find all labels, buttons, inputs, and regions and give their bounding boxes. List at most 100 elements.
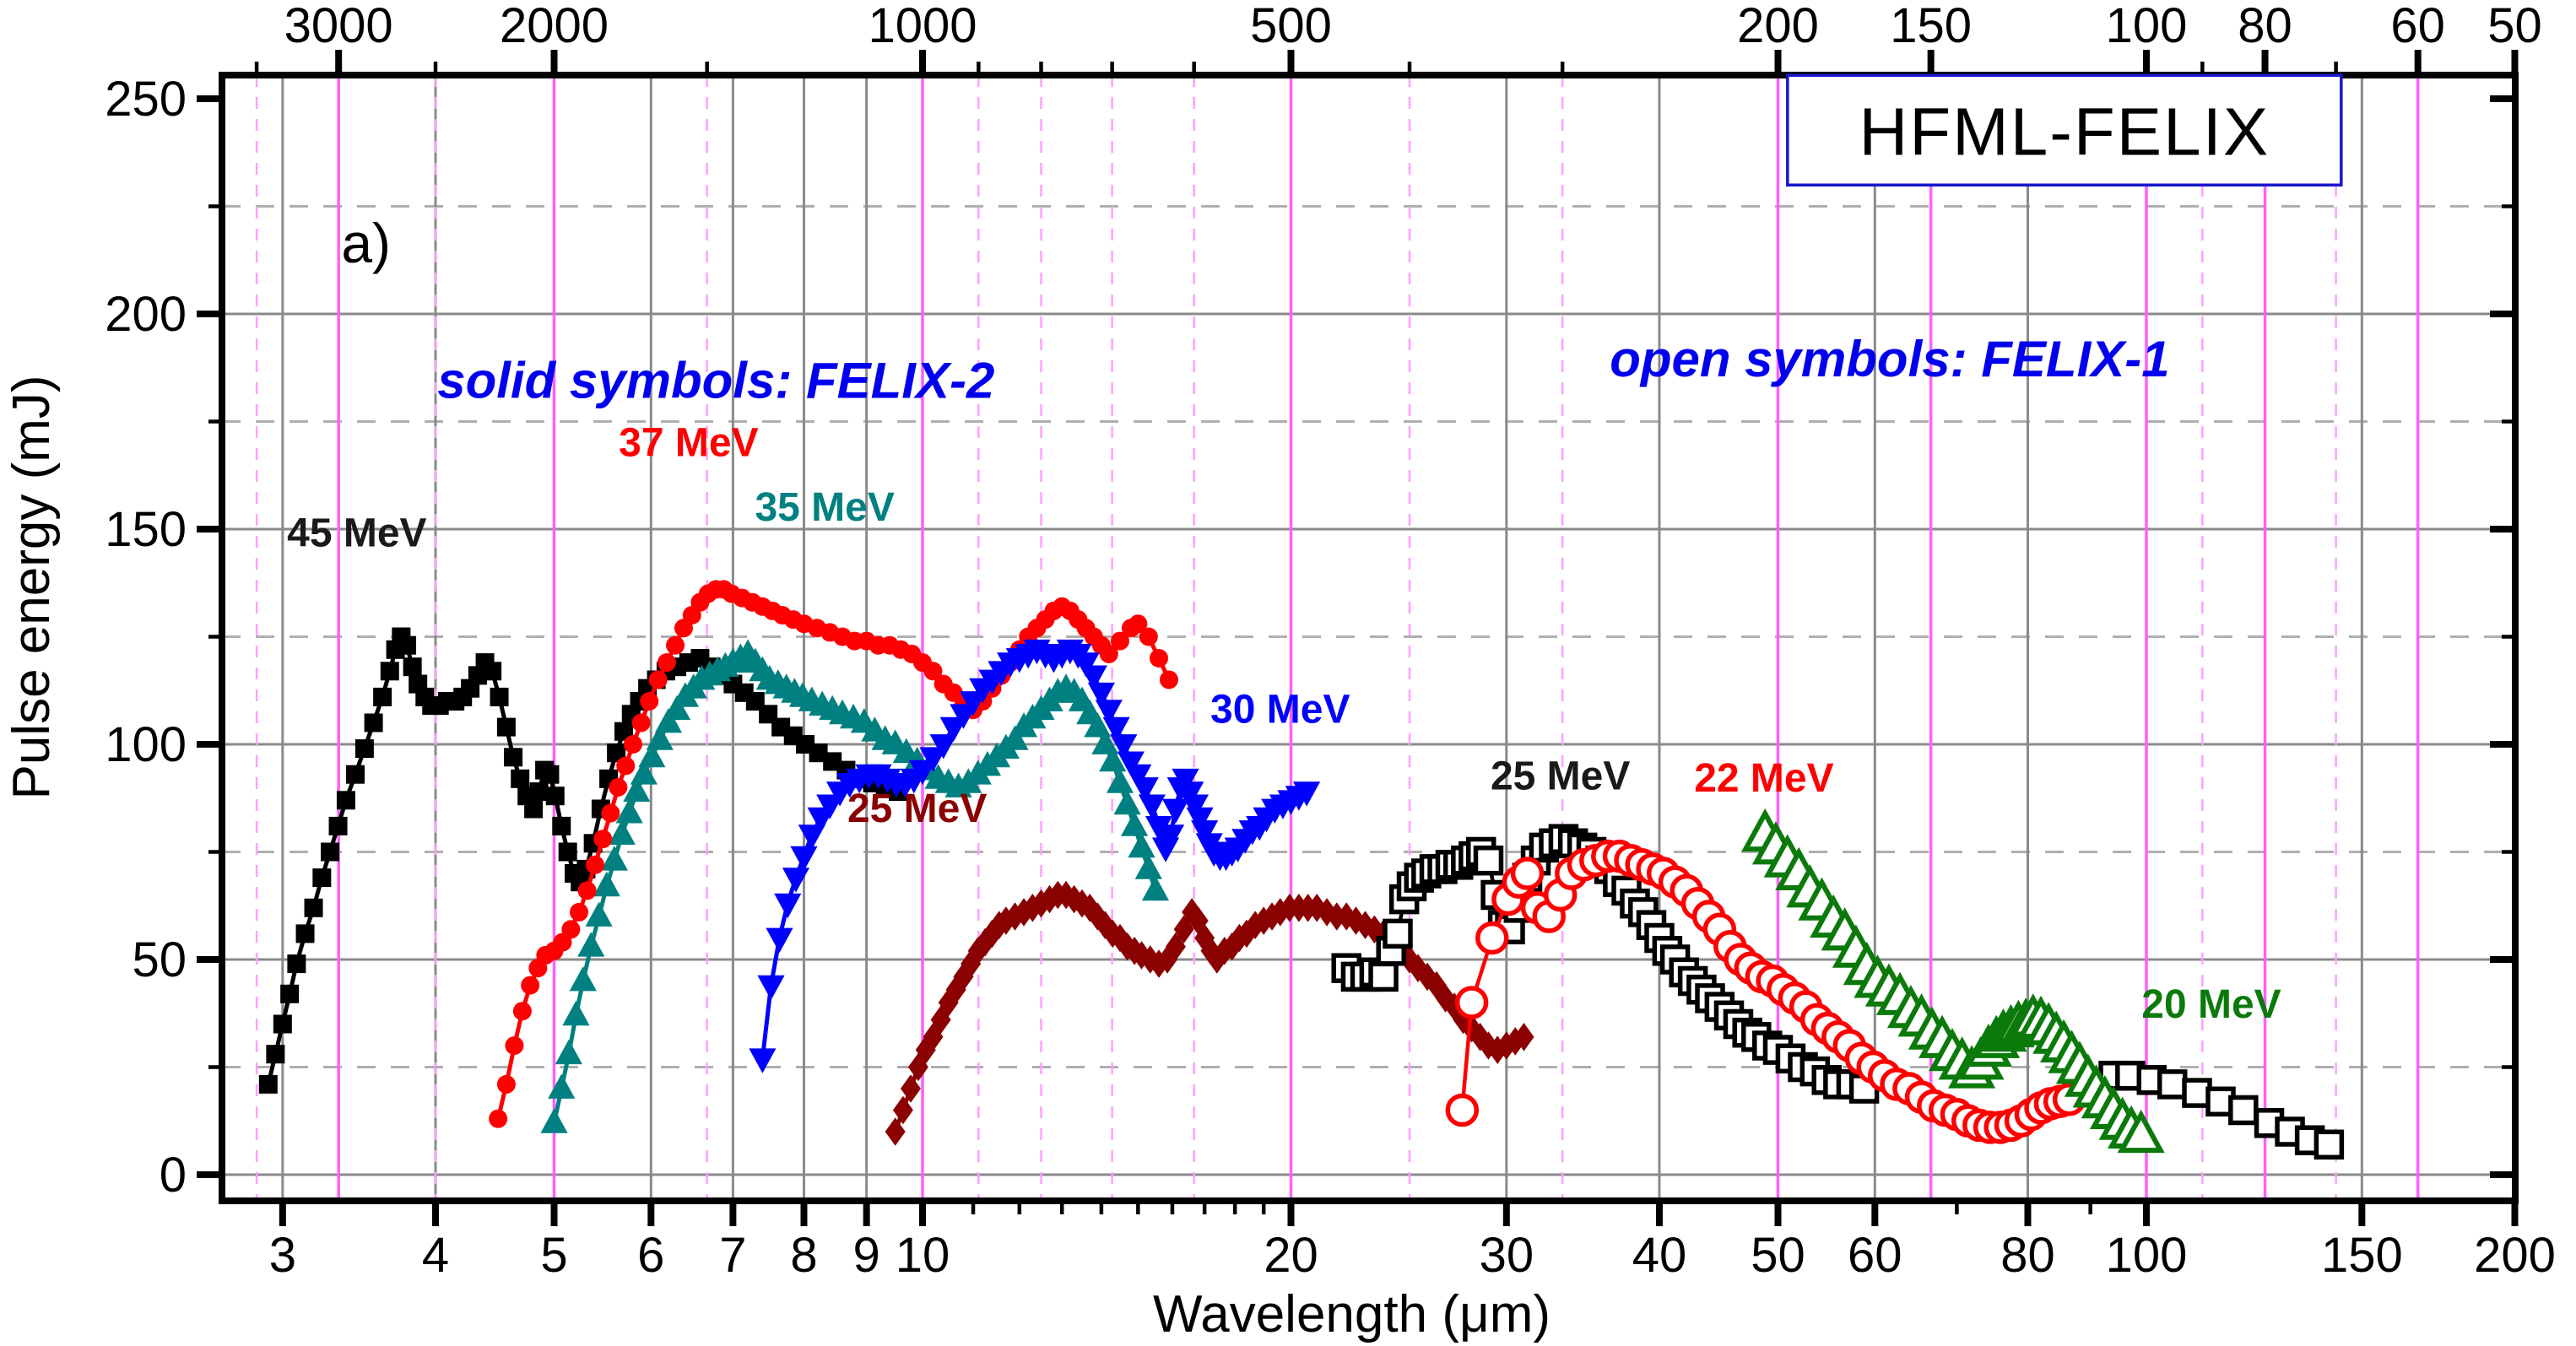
marker-triangle-down-solid bbox=[1293, 781, 1321, 807]
marker-triangle-down-solid bbox=[1095, 700, 1123, 725]
marker-diamond-solid bbox=[1513, 1023, 1534, 1051]
marker-circle-solid bbox=[1160, 670, 1179, 689]
marker-square-solid bbox=[295, 924, 315, 943]
marker-triangle-down-solid bbox=[908, 759, 937, 786]
marker-square-solid bbox=[287, 954, 306, 974]
marker-circle-solid bbox=[657, 653, 676, 673]
legend-note-open-note: open symbols: FELIX-1 bbox=[1610, 331, 2169, 387]
x-tick-label: 20 bbox=[1264, 1228, 1318, 1283]
marker-triangle-up-solid bbox=[1128, 832, 1155, 858]
marker-triangle-up-solid bbox=[1106, 768, 1134, 793]
x-tick-label: 30 bbox=[1480, 1228, 1534, 1283]
marker-square-solid bbox=[312, 868, 332, 888]
x-tick-label: 9 bbox=[853, 1228, 880, 1283]
marker-circle-solid bbox=[1128, 614, 1148, 634]
marker-triangle-up-solid bbox=[569, 966, 597, 992]
top-tick-label: 3000 bbox=[284, 0, 393, 53]
marker-circle-solid bbox=[601, 803, 620, 823]
x-tick-label: 40 bbox=[1632, 1228, 1687, 1283]
marker-circle-solid bbox=[623, 735, 642, 754]
marker-triangle-down-solid bbox=[798, 824, 825, 850]
marker-triangle-down-solid bbox=[790, 846, 818, 872]
x-tick-label: 200 bbox=[2474, 1228, 2556, 1283]
marker-triangle-up-solid bbox=[562, 1000, 590, 1026]
marker-square-open bbox=[2157, 1069, 2188, 1100]
series-felix2-25mev bbox=[885, 880, 1534, 1146]
marker-square-solid bbox=[545, 787, 565, 806]
marker-triangle-down-solid bbox=[1110, 734, 1138, 759]
series-felix2-35mev bbox=[540, 639, 1170, 1133]
marker-triangle-up-solid bbox=[577, 932, 605, 957]
marker-diamond-solid bbox=[1165, 932, 1186, 961]
x-tick-label: 7 bbox=[719, 1228, 746, 1283]
marker-triangle-down-solid bbox=[1145, 816, 1173, 841]
marker-triangle-up-solid bbox=[615, 798, 643, 824]
marker-square-solid bbox=[607, 743, 626, 763]
x-tick-label: 5 bbox=[540, 1228, 567, 1283]
marker-square-solid bbox=[258, 1074, 278, 1094]
marker-triangle-down-solid bbox=[1117, 751, 1145, 776]
marker-square-solid bbox=[558, 842, 577, 862]
marker-circle-solid bbox=[570, 902, 589, 922]
y-tick-label: 50 bbox=[132, 932, 187, 987]
marker-triangle-down-solid bbox=[1087, 682, 1115, 708]
marker-square-solid bbox=[529, 782, 549, 802]
series-felix2-37mev bbox=[489, 580, 1179, 1128]
marker-triangle-up-solid bbox=[654, 708, 683, 733]
marker-square-solid bbox=[273, 1014, 292, 1034]
marker-square-open bbox=[1368, 961, 1399, 992]
marker-square-open bbox=[2314, 1129, 2345, 1160]
series-felix1-20mev bbox=[1741, 808, 2165, 1154]
series-energy-label-felix2-37mev: 37 MeV bbox=[619, 420, 758, 465]
x-tick-label: 4 bbox=[422, 1228, 449, 1283]
x-axis-title: Wavelength (μm) bbox=[1153, 1285, 1550, 1343]
marker-triangle-up-solid bbox=[1084, 712, 1112, 738]
marker-square-solid bbox=[504, 748, 523, 767]
marker-diamond-solid bbox=[900, 1074, 921, 1103]
series-labels: 45 MeV 35 MeV 37 MeV 30 MeV 25 MeV 25 MeV 22 M… bbox=[287, 420, 2281, 1027]
marker-circle-solid bbox=[609, 778, 628, 797]
marker-triangle-up-solid bbox=[585, 901, 613, 927]
x-tick-label: 100 bbox=[2106, 1228, 2188, 1283]
marker-square-solid bbox=[354, 739, 374, 759]
marker-circle-solid bbox=[1110, 631, 1129, 651]
series-energy-label-felix2-30mev: 30 MeV bbox=[1210, 688, 1350, 732]
marker-triangle-up-solid bbox=[663, 695, 691, 721]
marker-circle-solid bbox=[944, 683, 963, 702]
y-tick-label: 0 bbox=[160, 1148, 187, 1203]
gridlines bbox=[222, 75, 2515, 1201]
x-tick-label: 8 bbox=[790, 1228, 817, 1283]
panel-letter: a) bbox=[341, 212, 391, 274]
marker-circle-solid bbox=[505, 1036, 524, 1055]
marker-circle-solid bbox=[1139, 627, 1158, 646]
x-tick-label: 10 bbox=[896, 1228, 950, 1283]
marker-square-solid bbox=[490, 687, 509, 706]
marker-circle-solid bbox=[1099, 644, 1118, 663]
marker-square-open bbox=[2228, 1095, 2259, 1126]
marker-triangle-down-solid bbox=[1138, 794, 1166, 819]
x-tick-label: 80 bbox=[2000, 1228, 2055, 1283]
top-tick-label: 50 bbox=[2487, 0, 2542, 53]
marker-square-solid bbox=[380, 662, 399, 681]
y-tick-label: 100 bbox=[105, 717, 187, 772]
marker-triangle-up-solid bbox=[630, 759, 658, 785]
marker-circle-solid bbox=[593, 830, 613, 849]
marker-circle-open bbox=[1475, 921, 1509, 955]
marker-triangle-up-solid bbox=[600, 846, 628, 871]
marker-square-solid bbox=[511, 769, 530, 788]
marker-circle-solid bbox=[631, 713, 651, 732]
marker-triangle-down-solid bbox=[1156, 824, 1185, 850]
top-tick-label: 100 bbox=[2106, 0, 2188, 53]
marker-triangle-up-solid bbox=[646, 725, 674, 750]
marker-square-solid bbox=[346, 765, 365, 784]
marker-circle-solid bbox=[512, 1002, 532, 1021]
marker-triangle-down-solid bbox=[1161, 798, 1189, 824]
y-axis-title: Pulse energy (mJ) bbox=[3, 375, 61, 799]
marker-triangle-down-solid bbox=[929, 734, 957, 759]
marker-square-solid bbox=[364, 713, 383, 732]
y-tick-label: 150 bbox=[105, 502, 187, 557]
marker-triangle-up-solid bbox=[608, 819, 636, 845]
marker-circle-solid bbox=[640, 692, 659, 711]
